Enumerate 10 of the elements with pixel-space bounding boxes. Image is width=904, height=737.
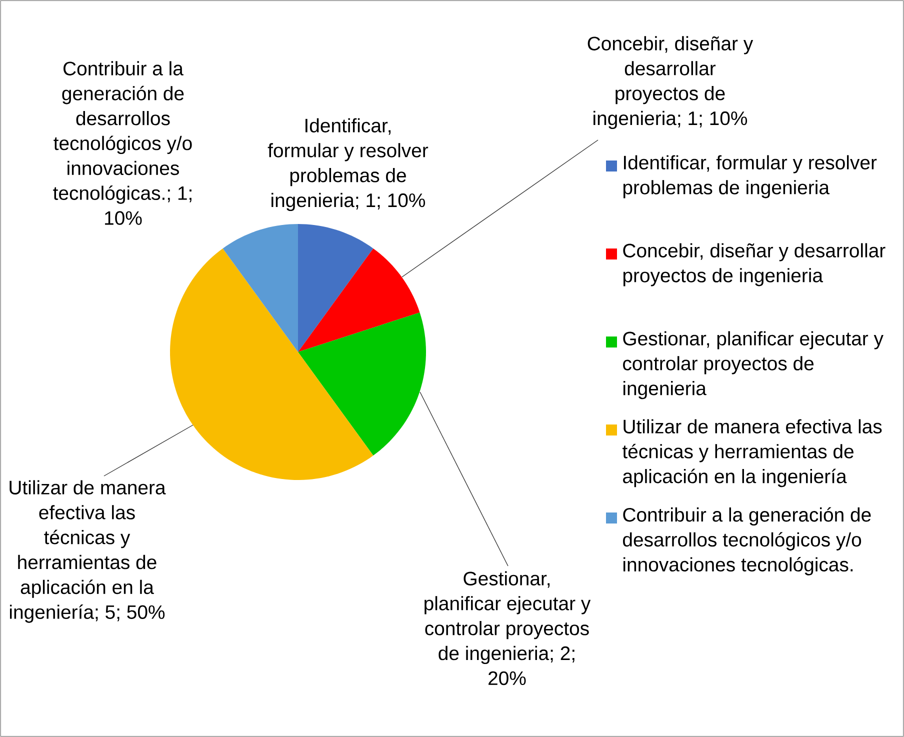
data-label: Identificar, formular y resolver problemas de ingenieria; 1; 10% — [268, 118, 428, 212]
data-label: Contribuir a la generación de desarrollos tecnológicos y/o innovaciones tecnológicas.; 1; 10% — [53, 61, 192, 225]
legend-label: Contribuir a la generación de desarrollos tecnológicos y/o innovaciones tecnológicas. — [623, 507, 871, 576]
data-label: Utilizar de manera efectiva las técnicas y herramientas de aplicación en la ingeniería; 5; 50% — [10, 480, 166, 623]
legend-label: Utilizar de manera efectiva las técnicas y herramientas de aplicación en la ingeniería — [622, 419, 882, 488]
legend-label: Identificar, formular y resolver problemas de ingenieria — [623, 155, 877, 198]
data-label: Concebir, diseñar y desarrollar proyectos de ingenieria; 1; 10% — [588, 36, 754, 130]
data-label: Gestionar, planificar ejecutar y controlar proyectos de ingenieria; 2; 20% — [424, 571, 591, 686]
legend-label: Gestionar, planificar ejecutar y controlar proyectos de ingenieria — [623, 331, 884, 400]
legend-label: Concebir, diseñar y desarrollar proyectos de ingenieria — [623, 243, 886, 286]
